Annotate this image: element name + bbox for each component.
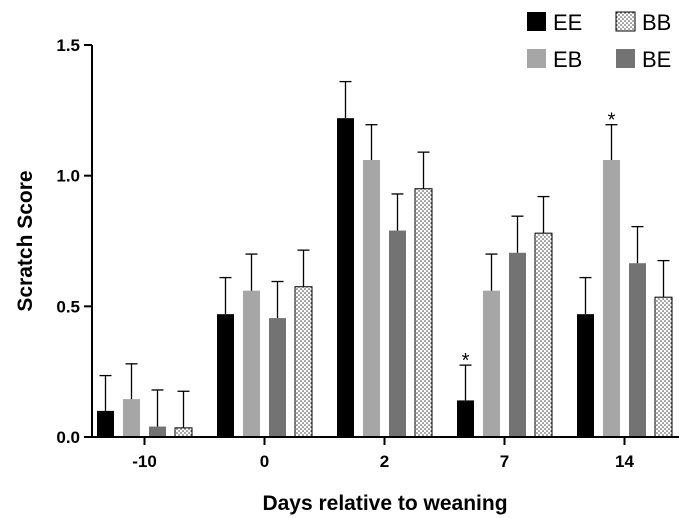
legend-label-BE: BE	[642, 47, 671, 72]
legend-swatch-EE	[527, 12, 546, 31]
legend-swatch-EB	[527, 49, 546, 68]
bar-BB-0	[294, 286, 313, 438]
y-tick-label: 1.0	[56, 167, 80, 186]
bar-BE-7	[509, 252, 526, 437]
legend-label-EE: EE	[553, 10, 582, 35]
bar-EE-2	[337, 118, 354, 437]
bar-BE-14	[629, 263, 646, 437]
axes: 0.0 0.5 1.0 1.5 -10 0 2 7 14	[56, 36, 679, 471]
y-tick-label: 1.5	[56, 36, 80, 55]
x-tick-label: 7	[500, 452, 509, 471]
bar-EE-7	[457, 400, 474, 437]
significance-marker: *	[608, 110, 616, 132]
legend-label-BB: BB	[642, 10, 671, 35]
legend-label-EB: EB	[553, 47, 582, 72]
bar-BE-2	[389, 230, 406, 437]
legend-swatch-BB	[615, 11, 636, 32]
bar-BE--10	[149, 426, 166, 437]
bar-EB-7	[483, 290, 500, 437]
bar-EB-2	[363, 159, 380, 437]
x-axis-title: Days relative to weaning	[262, 492, 507, 515]
bar-EB--10	[123, 399, 140, 437]
y-tick-label: 0.5	[56, 297, 80, 316]
y-axis-title: Scratch Score	[14, 170, 37, 311]
bar-BB--10	[174, 427, 193, 438]
bar-EE--10	[97, 410, 114, 437]
bar-EB-0	[243, 290, 260, 437]
x-tick-label: 14	[615, 452, 634, 471]
bar-EB-14	[603, 159, 620, 437]
y-tick-label: 0.0	[56, 428, 80, 447]
legend: EE EB BE BB	[527, 10, 671, 72]
bar-EE-14	[577, 314, 594, 437]
x-tick-label: -10	[132, 452, 157, 471]
legend-swatch-BE	[616, 49, 635, 68]
bar-BB-14	[654, 296, 673, 438]
plot-area: **	[97, 80, 673, 438]
bar-BB-7	[534, 232, 553, 438]
x-tick-label: 2	[380, 452, 389, 471]
bar-BB-2	[414, 188, 433, 438]
bar-BE-0	[269, 318, 286, 437]
bar-EE-0	[217, 314, 234, 437]
x-tick-label: 0	[260, 452, 269, 471]
significance-marker: *	[462, 350, 470, 372]
